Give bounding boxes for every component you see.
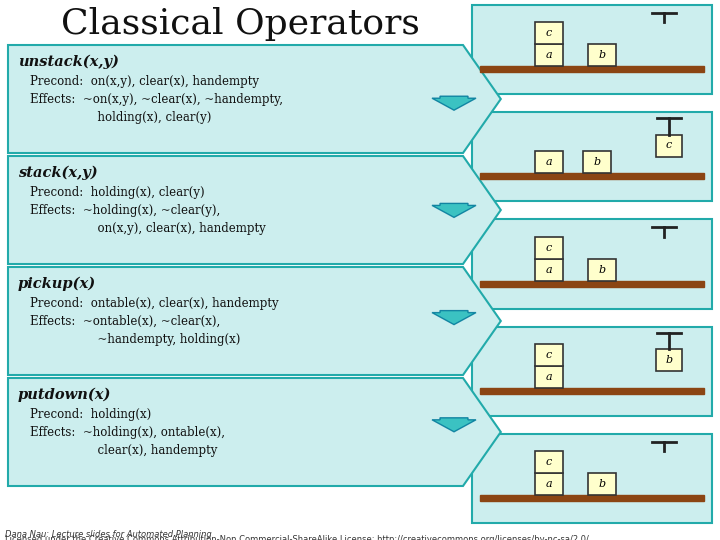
Text: pickup(x): pickup(x) (18, 277, 96, 292)
Polygon shape (8, 378, 501, 486)
Text: stack(x,y): stack(x,y) (18, 166, 98, 180)
Text: Dana Nau: Lecture slides for Automated Planning: Dana Nau: Lecture slides for Automated P… (5, 530, 212, 539)
Text: Licensed under the Creative Commons Attribution-Non Commercial-ShareAlike Licens: Licensed under the Creative Commons Attr… (5, 535, 589, 540)
Text: Precond:  holding(x): Precond: holding(x) (30, 408, 151, 421)
Text: b: b (598, 50, 606, 60)
Bar (535, 151, 563, 173)
Bar (535, 44, 563, 66)
Text: c: c (546, 457, 552, 467)
Polygon shape (432, 204, 476, 218)
Text: ~handempty, holding(x): ~handempty, holding(x) (30, 333, 240, 346)
Polygon shape (8, 156, 501, 264)
Bar (480, 173, 704, 179)
Bar (535, 237, 563, 259)
Text: Precond:  on(x,y), clear(x), handempty: Precond: on(x,y), clear(x), handempty (30, 75, 259, 88)
Polygon shape (432, 310, 476, 325)
Text: c: c (546, 350, 552, 360)
Text: putdown(x): putdown(x) (18, 388, 112, 402)
Text: holding(x), clear(y): holding(x), clear(y) (30, 111, 212, 124)
Bar (588, 44, 616, 66)
Text: Classical Operators: Classical Operators (60, 7, 420, 41)
Text: a: a (546, 479, 552, 489)
Bar (480, 281, 704, 287)
Polygon shape (432, 96, 476, 110)
Bar (472, 219, 712, 308)
Text: on(x,y), clear(x), handempty: on(x,y), clear(x), handempty (30, 222, 266, 235)
Text: b: b (598, 265, 606, 275)
Polygon shape (432, 418, 476, 432)
Bar (480, 388, 704, 394)
Bar (535, 22, 563, 44)
Text: Effects:  ~holding(x), ontable(x),: Effects: ~holding(x), ontable(x), (30, 426, 225, 439)
Text: b: b (598, 479, 606, 489)
Text: c: c (666, 140, 672, 151)
Text: clear(x), handempty: clear(x), handempty (30, 444, 217, 457)
Text: Precond:  holding(x), clear(y): Precond: holding(x), clear(y) (30, 186, 204, 199)
Bar (588, 473, 616, 495)
Text: Effects:  ~holding(x), ~clear(y),: Effects: ~holding(x), ~clear(y), (30, 204, 220, 217)
Bar (472, 434, 712, 523)
Text: Effects:  ~on(x,y), ~clear(x), ~handempty,: Effects: ~on(x,y), ~clear(x), ~handempty… (30, 93, 283, 106)
Bar (480, 66, 704, 72)
Bar (588, 259, 616, 281)
Text: a: a (546, 50, 552, 60)
Text: c: c (546, 242, 552, 253)
Bar (656, 349, 682, 371)
Text: Effects:  ~ontable(x), ~clear(x),: Effects: ~ontable(x), ~clear(x), (30, 315, 220, 328)
Bar (472, 5, 712, 94)
Bar (535, 366, 563, 388)
Polygon shape (8, 267, 501, 375)
Text: a: a (546, 157, 552, 167)
Bar (535, 473, 563, 495)
Bar (535, 259, 563, 281)
Text: unstack(x,y): unstack(x,y) (18, 55, 119, 70)
Text: b: b (593, 157, 600, 167)
Bar (472, 327, 712, 416)
Bar (535, 344, 563, 366)
Text: b: b (665, 355, 672, 365)
Polygon shape (8, 45, 501, 153)
Bar (472, 112, 712, 201)
Bar (582, 151, 611, 173)
Text: c: c (546, 28, 552, 38)
Text: a: a (546, 372, 552, 382)
Bar (656, 134, 682, 157)
Text: Precond:  ontable(x), clear(x), handempty: Precond: ontable(x), clear(x), handempty (30, 297, 279, 310)
Text: a: a (546, 265, 552, 275)
Bar (480, 495, 704, 501)
Bar (535, 451, 563, 473)
